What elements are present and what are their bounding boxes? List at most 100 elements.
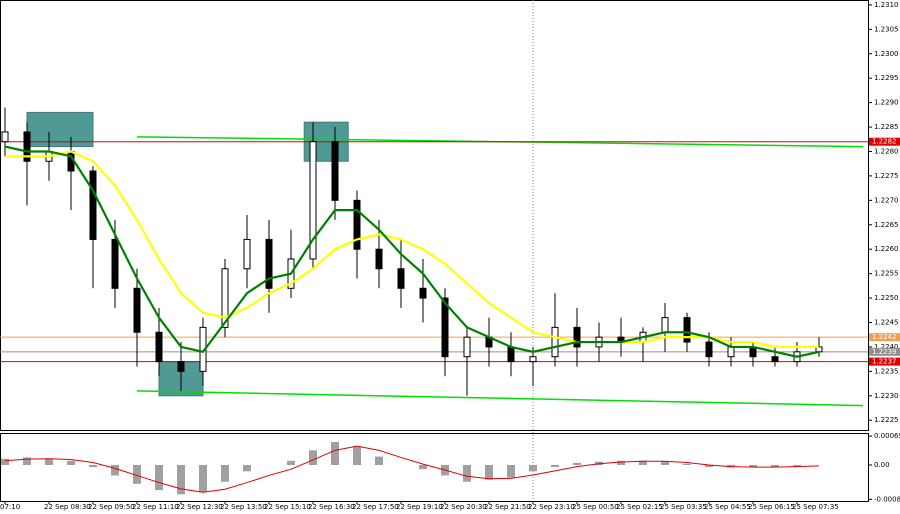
candle-body [111, 238, 119, 289]
y-tick-label: 1.2310 [874, 1, 899, 9]
y-tick-label: 1.2265 [874, 221, 899, 229]
macd-bar [221, 464, 229, 482]
macd-bar [309, 450, 317, 465]
macd-bar [133, 464, 141, 484]
candle-body [23, 131, 31, 162]
price-badge [869, 333, 900, 342]
macd-bar [177, 464, 185, 495]
y-tick-label: 1.2250 [874, 294, 899, 302]
main-frame [0, 0, 869, 431]
candle-body [529, 356, 537, 363]
candle-body [573, 326, 581, 348]
macd-bar [111, 464, 119, 476]
candle-body [133, 287, 141, 333]
candle-body [463, 336, 471, 358]
candle-body [661, 317, 669, 333]
macd-bar [485, 464, 493, 480]
candle-body [1, 131, 9, 143]
y-tick-label: 1.2290 [874, 99, 899, 107]
macd-bar [45, 458, 53, 465]
candle-body [177, 361, 185, 372]
x-tick-label: 25 Sep 03:35 [660, 503, 707, 511]
x-tick-label: 22 Sep 15:10 [264, 503, 311, 511]
x-tick-label: 07:10 [0, 503, 20, 511]
x-tick-label: 22 Sep 11:10 [132, 503, 179, 511]
y-tick-label: 1.2305 [874, 25, 899, 33]
x-tick-label: 22 Sep 20:30 [440, 503, 487, 511]
candle-body [419, 287, 427, 299]
x-tick-label: 25 Sep 02:15 [616, 503, 663, 511]
candle-body [683, 317, 691, 343]
macd-bar [793, 464, 801, 467]
x-tick-label: 22 Sep 08:30 [44, 503, 91, 511]
macd-bar [683, 463, 691, 465]
moving-average [5, 150, 819, 349]
macd-tick-label: 0.00069 [874, 432, 900, 440]
macd-bar [573, 462, 581, 465]
x-tick-label: 22 Sep 13:50 [220, 503, 267, 511]
candle-body [353, 199, 361, 250]
trendline [136, 390, 864, 407]
macd-bar [287, 460, 295, 465]
price-badge-label: 1.2282 [872, 138, 897, 146]
candle-body [441, 297, 449, 358]
macd-bar [463, 464, 471, 482]
x-tick-label: 22 Sep 23:10 [528, 503, 575, 511]
y-tick-label: 1.2280 [874, 147, 899, 155]
y-tick-label: 1.2300 [874, 50, 899, 58]
macd-bar [199, 464, 207, 493]
y-tick-label: 1.2285 [874, 123, 899, 131]
candle-body [155, 331, 163, 363]
macd-signal [4, 445, 820, 493]
candle-body [89, 170, 97, 240]
macd-bar [1, 458, 9, 465]
x-tick-label: 25 Sep 06:15 [748, 503, 795, 511]
x-tick-label: 25 Sep 04:55 [704, 503, 751, 511]
macd-bar [639, 460, 647, 465]
x-tick-label: 22 Sep 16:30 [308, 503, 355, 511]
macd-bar [551, 464, 559, 468]
macd-bar [89, 464, 97, 468]
candle-body [243, 238, 251, 270]
y-tick-label: 1.2245 [874, 319, 899, 327]
moving-average [4, 145, 820, 358]
y-tick-label: 1.2255 [874, 270, 899, 278]
macd-bar [375, 456, 383, 465]
candle-body [375, 248, 383, 270]
candle-body [705, 341, 713, 358]
x-tick-label: 22 Sep 12:30 [176, 503, 223, 511]
x-tick-label: 22 Sep 17:50 [352, 503, 399, 511]
candle-body [551, 326, 559, 358]
candle-body [771, 356, 779, 363]
candle-body [309, 141, 317, 260]
price-badge-label: 1.2237 [872, 358, 897, 366]
x-tick-label: 25 Sep 07:35 [792, 503, 839, 511]
macd-tick-label: 0.00 [874, 461, 890, 469]
candle-body [727, 346, 735, 358]
y-tick-label: 1.2270 [874, 196, 899, 204]
y-tick-label: 1.2230 [874, 392, 899, 400]
y-tick-label: 1.2225 [874, 416, 899, 424]
zone [26, 111, 94, 148]
macd-bar [23, 457, 31, 465]
macd-bar [331, 441, 339, 465]
x-tick-label: 22 Sep 09:50 [88, 503, 135, 511]
price-badge-label: 1.2242 [872, 333, 897, 341]
candle-body [507, 346, 515, 363]
x-tick-label: 22 Sep 19:10 [396, 503, 443, 511]
macd-bar [353, 446, 361, 465]
candle-body [221, 268, 229, 328]
macd-bar [243, 464, 251, 472]
price-badge [869, 357, 900, 366]
y-tick-label: 1.2240 [874, 343, 899, 351]
macd-bar [419, 464, 427, 470]
price-badge-label: 1.2239 [872, 348, 897, 356]
candle-body [265, 238, 273, 289]
macd-bar [67, 460, 75, 465]
x-tick-label: 22 Sep 21:50 [484, 503, 531, 511]
candle-body [331, 141, 339, 201]
macd-bar [529, 464, 537, 472]
macd-bar [155, 464, 163, 491]
macd-bar [617, 460, 625, 465]
